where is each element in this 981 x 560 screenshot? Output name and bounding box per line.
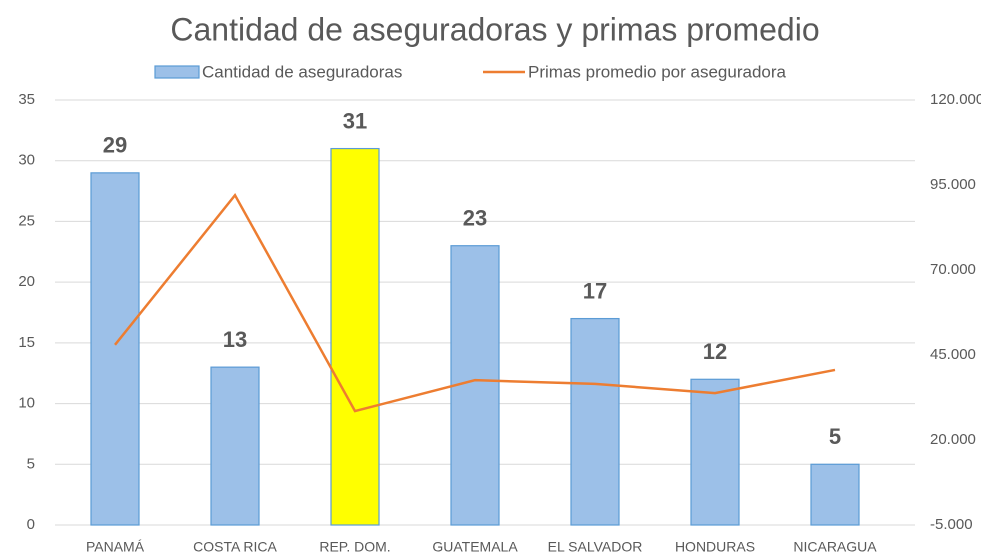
legend-swatch (154, 65, 200, 79)
x-tick-label: EL SALVADOR (548, 539, 643, 555)
x-tick-label: HONDURAS (675, 539, 755, 555)
line (114, 192, 836, 413)
bar (690, 378, 740, 526)
y-tick-label: 5 (27, 455, 35, 472)
x-tick-label: PANAMÁ (86, 539, 145, 555)
bar (330, 147, 380, 526)
y2-tick-label: 120.000 (930, 91, 981, 108)
bar (90, 172, 140, 526)
x-tick-label: COSTA RICA (193, 539, 277, 555)
y2-tick-label: 70.000 (930, 261, 976, 278)
bar (810, 463, 860, 526)
y-tick-label: 25 (18, 212, 35, 229)
data-label: 13 (223, 327, 247, 352)
y-tick-label: 0 (27, 516, 35, 533)
legend-label: Primas promedio por aseguradora (528, 62, 787, 81)
y-tick-label: 20 (18, 273, 35, 290)
y-tick-label: 15 (18, 334, 35, 351)
y2-tick-label: 45.000 (930, 346, 976, 363)
y2-tick-label: -5.000 (930, 516, 973, 533)
legend-label: Cantidad de aseguradoras (202, 62, 402, 81)
bar (210, 366, 260, 526)
data-label: 12 (703, 339, 727, 364)
data-label: 31 (343, 108, 367, 133)
y-tick-label: 35 (18, 91, 35, 108)
data-label: 5 (829, 424, 841, 449)
data-label: 17 (583, 278, 607, 303)
y2-tick-label: 95.000 (930, 176, 976, 193)
bar (570, 317, 620, 526)
y2-tick-label: 20.000 (930, 431, 976, 448)
x-tick-label: GUATEMALA (432, 539, 518, 555)
y-tick-label: 30 (18, 152, 35, 169)
chart-title: Cantidad de aseguradoras y primas promed… (170, 11, 819, 47)
data-label: 23 (463, 206, 487, 231)
x-tick-label: NICARAGUA (793, 539, 877, 555)
x-tick-label: REP. DOM. (319, 539, 390, 555)
y-tick-label: 10 (18, 395, 35, 412)
data-label: 29 (103, 133, 127, 158)
